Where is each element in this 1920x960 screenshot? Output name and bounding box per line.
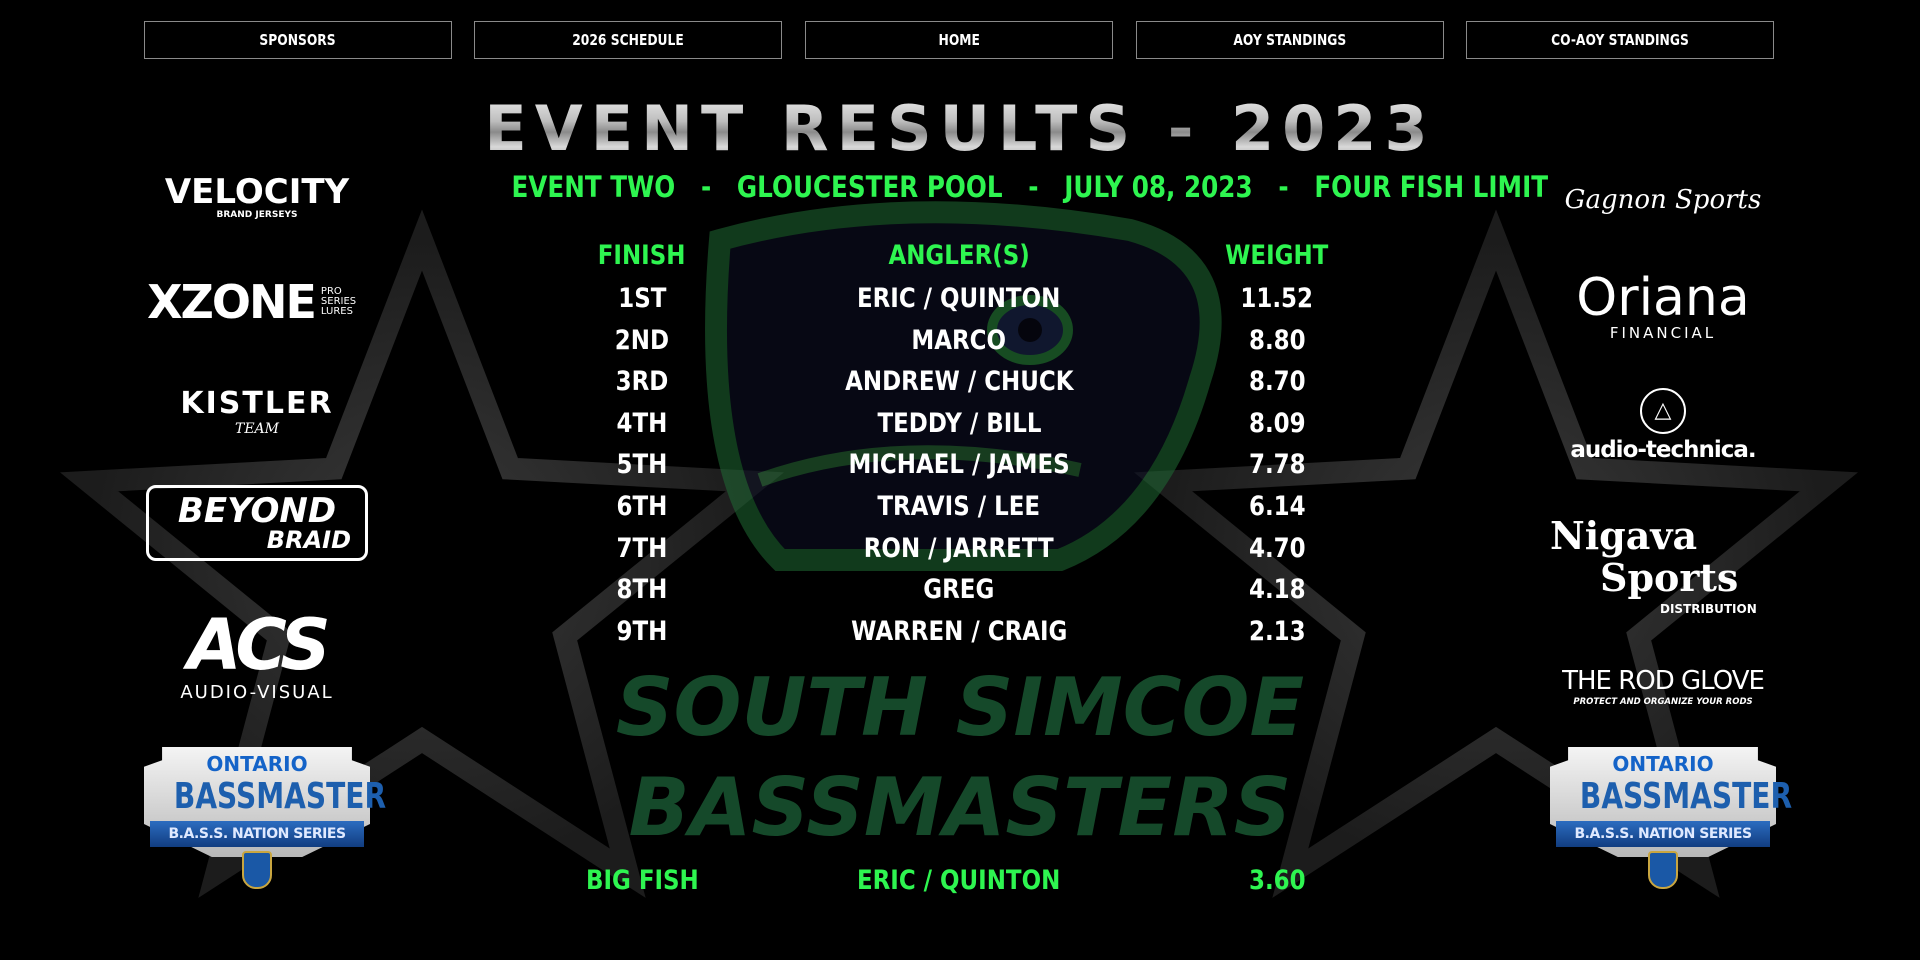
result-finish: 8TH: [616, 574, 668, 606]
background-logo-line2: BASSMASTERS: [629, 761, 1292, 854]
sponsor-ontario-bassmaster-logo-left[interactable]: ONTARIO BASSMASTER B.A.S.S. NATION SERIE…: [144, 747, 386, 891]
nav-label: HOME: [938, 31, 980, 49]
result-anglers: TRAVIS / LEE: [877, 491, 1041, 522]
big-fish-label: BIG FISH: [585, 865, 699, 896]
nav-label: SPONSORS: [259, 31, 337, 49]
fish-logo-icon: [705, 201, 1222, 571]
sponsor-rod-glove-logo[interactable]: THE ROD GLOVE PROTECT AND ORGANIZE YOUR …: [1562, 665, 1765, 707]
header-weight: WEIGHT: [1225, 240, 1329, 271]
result-weight: 4.18: [1248, 574, 1306, 606]
result-finish: 9TH: [616, 615, 668, 647]
result-anglers: ERIC / QUINTON: [857, 283, 1061, 314]
big-fish-weight: 3.60: [1248, 865, 1306, 896]
sponsor-kistler-logo[interactable]: KISTLER TEAM: [180, 385, 334, 437]
result-anglers: TEDDY / BILL: [876, 407, 1042, 439]
result-anglers: WARREN / CRAIG: [850, 615, 1068, 647]
result-weight: 8.80: [1248, 324, 1306, 356]
nav-label: 2026 SCHEDULE: [572, 31, 684, 49]
background-logo-line1: SOUTH SIMCOE: [616, 661, 1304, 754]
nav-aoy-standings[interactable]: AOY STANDINGS: [1136, 21, 1444, 59]
result-finish: 5TH: [616, 449, 668, 481]
event-subtitle-text: EVENT TWO - GLOUCESTER POOL - JULY 08, 2…: [511, 170, 1549, 204]
result-weight: 4.70: [1248, 532, 1306, 564]
result-anglers: GREG: [923, 574, 995, 606]
result-weight: 7.78: [1248, 449, 1306, 481]
result-weight: 8.09: [1248, 407, 1306, 439]
nav-label: AOY STANDINGS: [1233, 31, 1347, 49]
star-left-icon: [60, 209, 784, 898]
sponsor-beyond-braid-logo[interactable]: BEYOND BRAID: [146, 485, 368, 561]
nav-home[interactable]: HOME: [805, 21, 1113, 59]
event-subtitle: EVENT TWO - GLOUCESTER POOL - JULY 08, 2…: [420, 170, 1548, 204]
big-fish-anglers: ERIC / QUINTON: [857, 865, 1061, 896]
result-anglers: RON / JARRETT: [864, 532, 1054, 564]
result-weight: 2.13: [1248, 615, 1306, 647]
result-weight: 11.52: [1240, 283, 1314, 314]
result-finish: 7TH: [616, 532, 668, 564]
bass-badge-icon: [242, 851, 272, 889]
result-weight: 8.70: [1248, 366, 1306, 398]
result-anglers: MARCO: [911, 324, 1007, 356]
bass-badge-icon: [1648, 851, 1678, 889]
result-anglers: MICHAEL / JAMES: [848, 449, 1070, 481]
sponsor-acs-logo[interactable]: ACS AUDIO-VISUAL: [180, 604, 334, 703]
page-title: EVENT RESULTS - 2023: [400, 92, 1520, 165]
result-finish: 3RD: [615, 366, 669, 398]
sponsor-gagnon-sports-logo[interactable]: Gagnon Sports: [1564, 185, 1762, 215]
star-right-icon: [1134, 209, 1858, 898]
sponsor-oriana-logo[interactable]: Oriana FINANCIAL: [1576, 267, 1750, 342]
sponsor-audio-technica-logo[interactable]: △ audio-technica.: [1550, 386, 1776, 464]
result-finish: 6TH: [616, 491, 668, 522]
nav-2026-schedule[interactable]: 2026 SCHEDULE: [474, 21, 782, 59]
result-finish: 4TH: [616, 407, 668, 439]
result-anglers: ANDREW / CHUCK: [844, 366, 1074, 398]
nav-co-aoy-standings[interactable]: CO-AOY STANDINGS: [1466, 21, 1774, 59]
sponsor-velocity-logo[interactable]: VELOCITY BRAND JERSEYS: [164, 171, 350, 220]
header-anglers: ANGLER(S): [888, 240, 1030, 271]
result-finish: 1ST: [617, 283, 667, 314]
header-finish: FINISH: [598, 240, 686, 271]
audio-technica-emblem-icon: △: [1640, 388, 1686, 434]
result-finish: 2ND: [614, 324, 670, 356]
sponsor-nigava-sports-logo[interactable]: Nigava Sports DISTRIBUTION: [1550, 512, 1757, 616]
result-weight: 6.14: [1248, 491, 1306, 522]
sponsor-xzone-logo[interactable]: XZONE PRO SERIES LURES: [147, 275, 357, 329]
nav-sponsors[interactable]: SPONSORS: [144, 21, 452, 59]
nav-label: CO-AOY STANDINGS: [1551, 31, 1689, 49]
sponsor-ontario-bassmaster-logo-right[interactable]: ONTARIO BASSMASTER B.A.S.S. NATION SERIE…: [1550, 747, 1792, 891]
